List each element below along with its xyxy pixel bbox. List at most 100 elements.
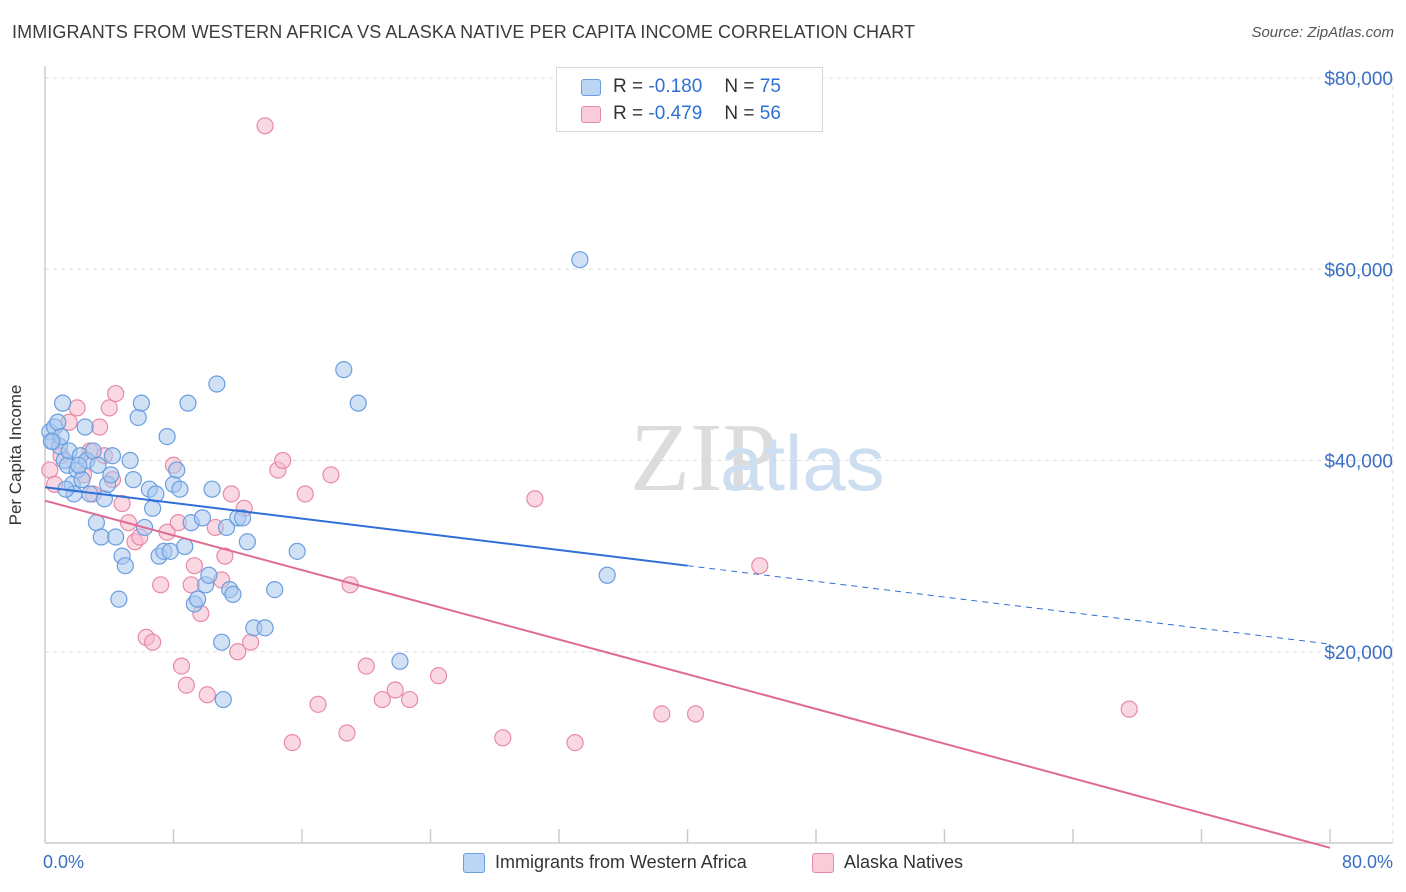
data-point bbox=[49, 413, 67, 431]
trend-line-western-africa bbox=[44, 486, 688, 567]
trend-lines bbox=[44, 486, 1331, 849]
data-point bbox=[89, 456, 107, 474]
data-point bbox=[751, 557, 769, 575]
data-point bbox=[222, 485, 240, 503]
data-point bbox=[686, 705, 705, 723]
data-point bbox=[102, 466, 120, 484]
data-point bbox=[92, 528, 110, 546]
data-point bbox=[68, 399, 86, 417]
correlation-legend: R = -0.180 N = 75 R = -0.479 N = 56 bbox=[556, 67, 823, 132]
legend-swatch-blue bbox=[581, 78, 601, 96]
data-point bbox=[158, 427, 176, 446]
data-point bbox=[224, 585, 242, 603]
data-point bbox=[132, 394, 150, 412]
data-point bbox=[283, 733, 301, 752]
data-point bbox=[185, 557, 203, 575]
data-point bbox=[335, 361, 353, 379]
bottom-legend-swatch-pink bbox=[812, 852, 834, 873]
watermark: ZIP atlas bbox=[630, 404, 885, 512]
data-point bbox=[200, 566, 218, 584]
data-point bbox=[242, 633, 260, 651]
legend-r-label: R = bbox=[613, 76, 644, 97]
x-axis-min-label: 0.0% bbox=[43, 852, 85, 872]
data-point bbox=[653, 705, 671, 723]
data-point bbox=[193, 509, 212, 527]
data-point bbox=[168, 461, 186, 479]
y-axis-label: Per Capita Income bbox=[6, 384, 25, 526]
data-point bbox=[288, 542, 306, 560]
data-point bbox=[266, 580, 284, 599]
data-point bbox=[386, 681, 404, 699]
source-label: Source: ZipAtlas.com bbox=[1251, 24, 1394, 41]
data-point bbox=[566, 733, 584, 752]
data-point bbox=[100, 399, 118, 417]
data-point bbox=[116, 557, 134, 575]
y-tick-label: $20,000 bbox=[1324, 643, 1393, 664]
legend-row-alaska-natives: R = -0.479 N = 56 bbox=[581, 103, 781, 125]
series-western-africa bbox=[41, 251, 616, 709]
data-point bbox=[338, 724, 356, 742]
data-point bbox=[401, 690, 419, 709]
data-point bbox=[391, 652, 409, 670]
legend-r-value: -0.180 bbox=[648, 76, 703, 97]
data-point bbox=[598, 566, 616, 584]
data-point bbox=[144, 499, 162, 517]
data-point bbox=[91, 418, 109, 436]
trend-line-alaska-natives bbox=[44, 499, 1331, 849]
data-point bbox=[229, 643, 247, 661]
data-point bbox=[70, 456, 88, 474]
data-point bbox=[124, 471, 142, 489]
data-point bbox=[182, 576, 200, 594]
data-point bbox=[107, 528, 125, 546]
bottom-legend-label: Immigrants from Western Africa bbox=[495, 852, 747, 872]
data-point bbox=[256, 117, 274, 135]
data-point bbox=[216, 547, 234, 565]
data-point bbox=[373, 690, 391, 709]
x-axis-max-label: 80.0% bbox=[1341, 852, 1393, 872]
data-point bbox=[129, 408, 147, 427]
watermark-zip: ZIP bbox=[630, 404, 777, 512]
data-point bbox=[203, 480, 221, 498]
bottom-legend-swatch-blue bbox=[463, 852, 485, 873]
data-point bbox=[256, 619, 274, 637]
bottom-legend-alaska-natives: Alaska Natives bbox=[812, 852, 963, 873]
data-point bbox=[84, 442, 102, 460]
data-point bbox=[144, 633, 162, 651]
data-point bbox=[161, 542, 179, 560]
data-point bbox=[213, 633, 231, 651]
data-point bbox=[322, 466, 340, 484]
data-point bbox=[152, 576, 170, 594]
legend-n-value: 75 bbox=[759, 76, 781, 97]
data-point bbox=[571, 251, 589, 269]
legend-r-value: -0.479 bbox=[648, 103, 703, 124]
data-point bbox=[188, 590, 207, 608]
legend-n-label: N = bbox=[724, 103, 755, 124]
y-tick-label: $80,000 bbox=[1324, 69, 1393, 90]
axes bbox=[44, 66, 1393, 844]
data-point bbox=[217, 518, 236, 537]
data-point bbox=[113, 494, 131, 513]
data-point bbox=[296, 485, 314, 503]
data-point bbox=[110, 590, 128, 608]
data-point bbox=[76, 418, 94, 436]
legend-n-label: N = bbox=[724, 76, 755, 97]
data-point bbox=[274, 451, 292, 470]
legend-row-western-africa: R = -0.180 N = 75 bbox=[581, 76, 781, 98]
data-point bbox=[172, 657, 191, 675]
data-point bbox=[494, 729, 512, 747]
y-tick-label: $40,000 bbox=[1324, 452, 1393, 473]
data-point bbox=[198, 686, 216, 704]
data-point bbox=[73, 471, 91, 489]
bottom-legend-western-africa: Immigrants from Western Africa bbox=[463, 852, 747, 873]
data-point bbox=[121, 451, 139, 470]
bottom-legend-label: Alaska Natives bbox=[844, 852, 964, 872]
data-point bbox=[179, 394, 197, 412]
data-point bbox=[42, 432, 61, 450]
data-point bbox=[309, 695, 327, 713]
data-point bbox=[429, 667, 448, 685]
y-tick-label: $60,000 bbox=[1324, 260, 1393, 281]
trend-line-western-africa-extension bbox=[687, 565, 1331, 645]
data-point bbox=[147, 485, 165, 503]
data-point bbox=[41, 461, 59, 479]
